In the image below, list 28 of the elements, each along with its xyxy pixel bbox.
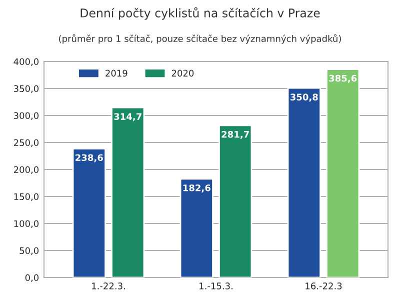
bar <box>218 124 252 278</box>
y-tick-label: 400,0 <box>14 58 39 66</box>
bar <box>180 178 214 278</box>
data-label: 238,6 <box>76 154 103 162</box>
data-label: 281,7 <box>222 130 249 139</box>
x-tick-label: 16.-22.3 <box>306 282 342 290</box>
y-tick-label: 50,0 <box>20 247 39 255</box>
data-label: 314,7 <box>114 113 142 122</box>
data-label: 350,8 <box>290 94 318 102</box>
chart-title: Denní počty cyklistů na sčítačích v Praze <box>80 7 320 20</box>
bar <box>287 87 321 278</box>
legend-label: 2020 <box>172 70 194 77</box>
y-tick-label: 0,0 <box>25 274 39 282</box>
bar <box>111 106 145 278</box>
y-tick-label: 200,0 <box>14 166 39 174</box>
data-label: 182,6 <box>183 184 210 192</box>
data-label: 385,6 <box>329 74 357 83</box>
y-tick-label: 100,0 <box>14 220 39 228</box>
chart-subtitle: (průměr pro 1 sčítač, pouze sčítače bez významných výpadků) <box>59 34 341 44</box>
legend-label: 2019 <box>106 70 128 77</box>
y-tick-label: 250,0 <box>14 139 39 147</box>
y-tick-label: 350,0 <box>14 85 39 93</box>
bar <box>72 148 106 278</box>
y-tick-label: 150,0 <box>14 193 39 201</box>
y-tick-label: 300,0 <box>14 112 39 120</box>
x-tick-label: 1.-15.3. <box>200 282 232 290</box>
bar <box>326 68 360 278</box>
x-tick-label: 1.-22.3. <box>92 282 125 290</box>
